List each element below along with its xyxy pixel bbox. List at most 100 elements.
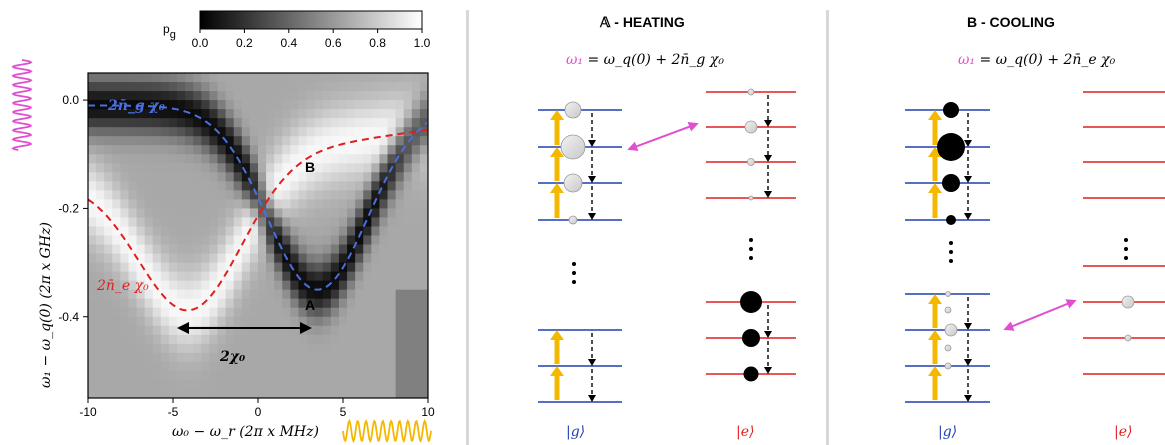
- heatmap-cell: [306, 280, 316, 291]
- heatmap-cell: [136, 253, 146, 264]
- heatmap-cell: [120, 217, 130, 228]
- heatmap-cell: [233, 217, 243, 228]
- heatmap-cell: [160, 217, 170, 228]
- heatmap-cell: [160, 343, 170, 354]
- heatmap-cell: [266, 379, 275, 390]
- heatmap-cell: [193, 244, 202, 255]
- heatmap-cell: [160, 361, 170, 372]
- heatmap-cell: [419, 217, 428, 228]
- heatmap-cell: [88, 181, 97, 191]
- heatmap-cell: [177, 145, 186, 155]
- heatmap-cell: [419, 298, 428, 309]
- heatmap-cell: [403, 316, 413, 327]
- heatmap-cell: [395, 307, 405, 318]
- heatmap-cell: [322, 145, 332, 155]
- heatmap-cell: [290, 271, 300, 282]
- heatmap-cell: [282, 352, 291, 363]
- up-arrow-head: [550, 110, 564, 120]
- heatmap-cell: [395, 73, 405, 83]
- heatmap-cell: [419, 262, 428, 273]
- heatmap-cell: [282, 226, 291, 237]
- heatmap-cell: [249, 271, 259, 282]
- heatmap-cell: [120, 145, 130, 155]
- heatmap-cell: [120, 109, 130, 119]
- heatmap-cell: [322, 217, 332, 228]
- heatmap-cell: [201, 109, 211, 119]
- heatmap-cell: [193, 199, 202, 210]
- heatmap-cell: [144, 127, 154, 137]
- heatmap-cell: [120, 190, 130, 200]
- heatmap-cell: [136, 226, 146, 237]
- heatmap-cell: [419, 388, 428, 398]
- heatmap-cell: [160, 100, 170, 110]
- heatmap-cell: [249, 280, 259, 291]
- heatmap-cell: [258, 181, 267, 191]
- heatmap-cell: [233, 100, 243, 110]
- down-arrow-head: [964, 140, 972, 147]
- heatmap-cell: [201, 343, 211, 354]
- heatmap-cell: [306, 217, 316, 228]
- heatmap-cell: [322, 379, 332, 390]
- heatmap-cell: [96, 370, 105, 381]
- heatmap-cell: [387, 307, 397, 318]
- heatmap-cell: [217, 136, 227, 146]
- heatmap-cell: [419, 307, 428, 318]
- heatmap-cell: [144, 217, 154, 228]
- heatmap-cell: [225, 316, 235, 327]
- heatmap-cell: [355, 235, 364, 246]
- heatmap-cell: [136, 199, 146, 210]
- y-tick-label: -0.2: [58, 201, 79, 215]
- heatmap-cell: [298, 73, 308, 83]
- heatmap-cell: [88, 379, 97, 390]
- population-dot: [944, 306, 952, 314]
- heatmap-cell: [314, 307, 324, 318]
- curve-ne-label: 2n̄_e χ₀: [96, 278, 149, 294]
- heatmap-cell: [403, 172, 413, 182]
- heatmap-cell: [128, 262, 138, 273]
- heatmap-cell: [274, 352, 283, 363]
- population-dot: [748, 195, 754, 201]
- heatmap-cell: [217, 118, 227, 128]
- population-dot: [563, 173, 583, 193]
- heatmap-cell: [306, 334, 316, 345]
- heatmap-cell: [314, 244, 324, 255]
- heatmap-cell: [322, 235, 332, 246]
- heatmap-cell: [177, 280, 186, 291]
- heatmap-cell: [395, 244, 405, 255]
- heatmap-cell: [193, 127, 202, 137]
- heatmap-cell: [144, 316, 154, 327]
- heatmap-cell: [104, 127, 113, 137]
- heatmap-cell: [168, 208, 178, 219]
- heatmap-cell: [112, 244, 121, 255]
- heatmap-cell: [411, 235, 421, 246]
- heatmap-cell: [306, 208, 316, 219]
- heatmap-cell: [338, 307, 348, 318]
- heatmap-cell: [217, 388, 227, 398]
- heatmap-cell: [241, 343, 251, 354]
- heatmap-cell: [338, 271, 348, 282]
- heatmap-cell: [371, 388, 381, 398]
- heatmap-cell: [395, 172, 405, 182]
- heatmap-cell: [104, 217, 113, 228]
- heatmap-cell: [241, 100, 251, 110]
- heatmap-cell: [314, 253, 324, 264]
- heatmap-cell: [177, 208, 186, 219]
- heatmap-cell: [217, 307, 227, 318]
- heatmap-cell: [168, 298, 178, 309]
- heatmap-cell: [112, 226, 121, 237]
- heatmap-cell: [387, 370, 397, 381]
- heatmap-cell: [274, 190, 283, 200]
- heatmap-cell: [298, 127, 308, 137]
- heatmap-cell: [363, 235, 372, 246]
- colorbar-label: pg: [163, 22, 176, 41]
- heatmap-cell: [168, 235, 178, 246]
- heatmap-cell: [338, 136, 348, 146]
- down-arrow-head: [588, 395, 596, 402]
- heatmap-cell: [152, 379, 162, 390]
- heatmap-cell: [322, 73, 332, 83]
- heatmap-cell: [266, 217, 275, 228]
- heatmap-cell: [88, 271, 97, 282]
- heatmap-cell: [258, 127, 267, 137]
- heatmap-cell: [193, 298, 202, 309]
- colorbar-tick-label: 0.2: [236, 36, 253, 50]
